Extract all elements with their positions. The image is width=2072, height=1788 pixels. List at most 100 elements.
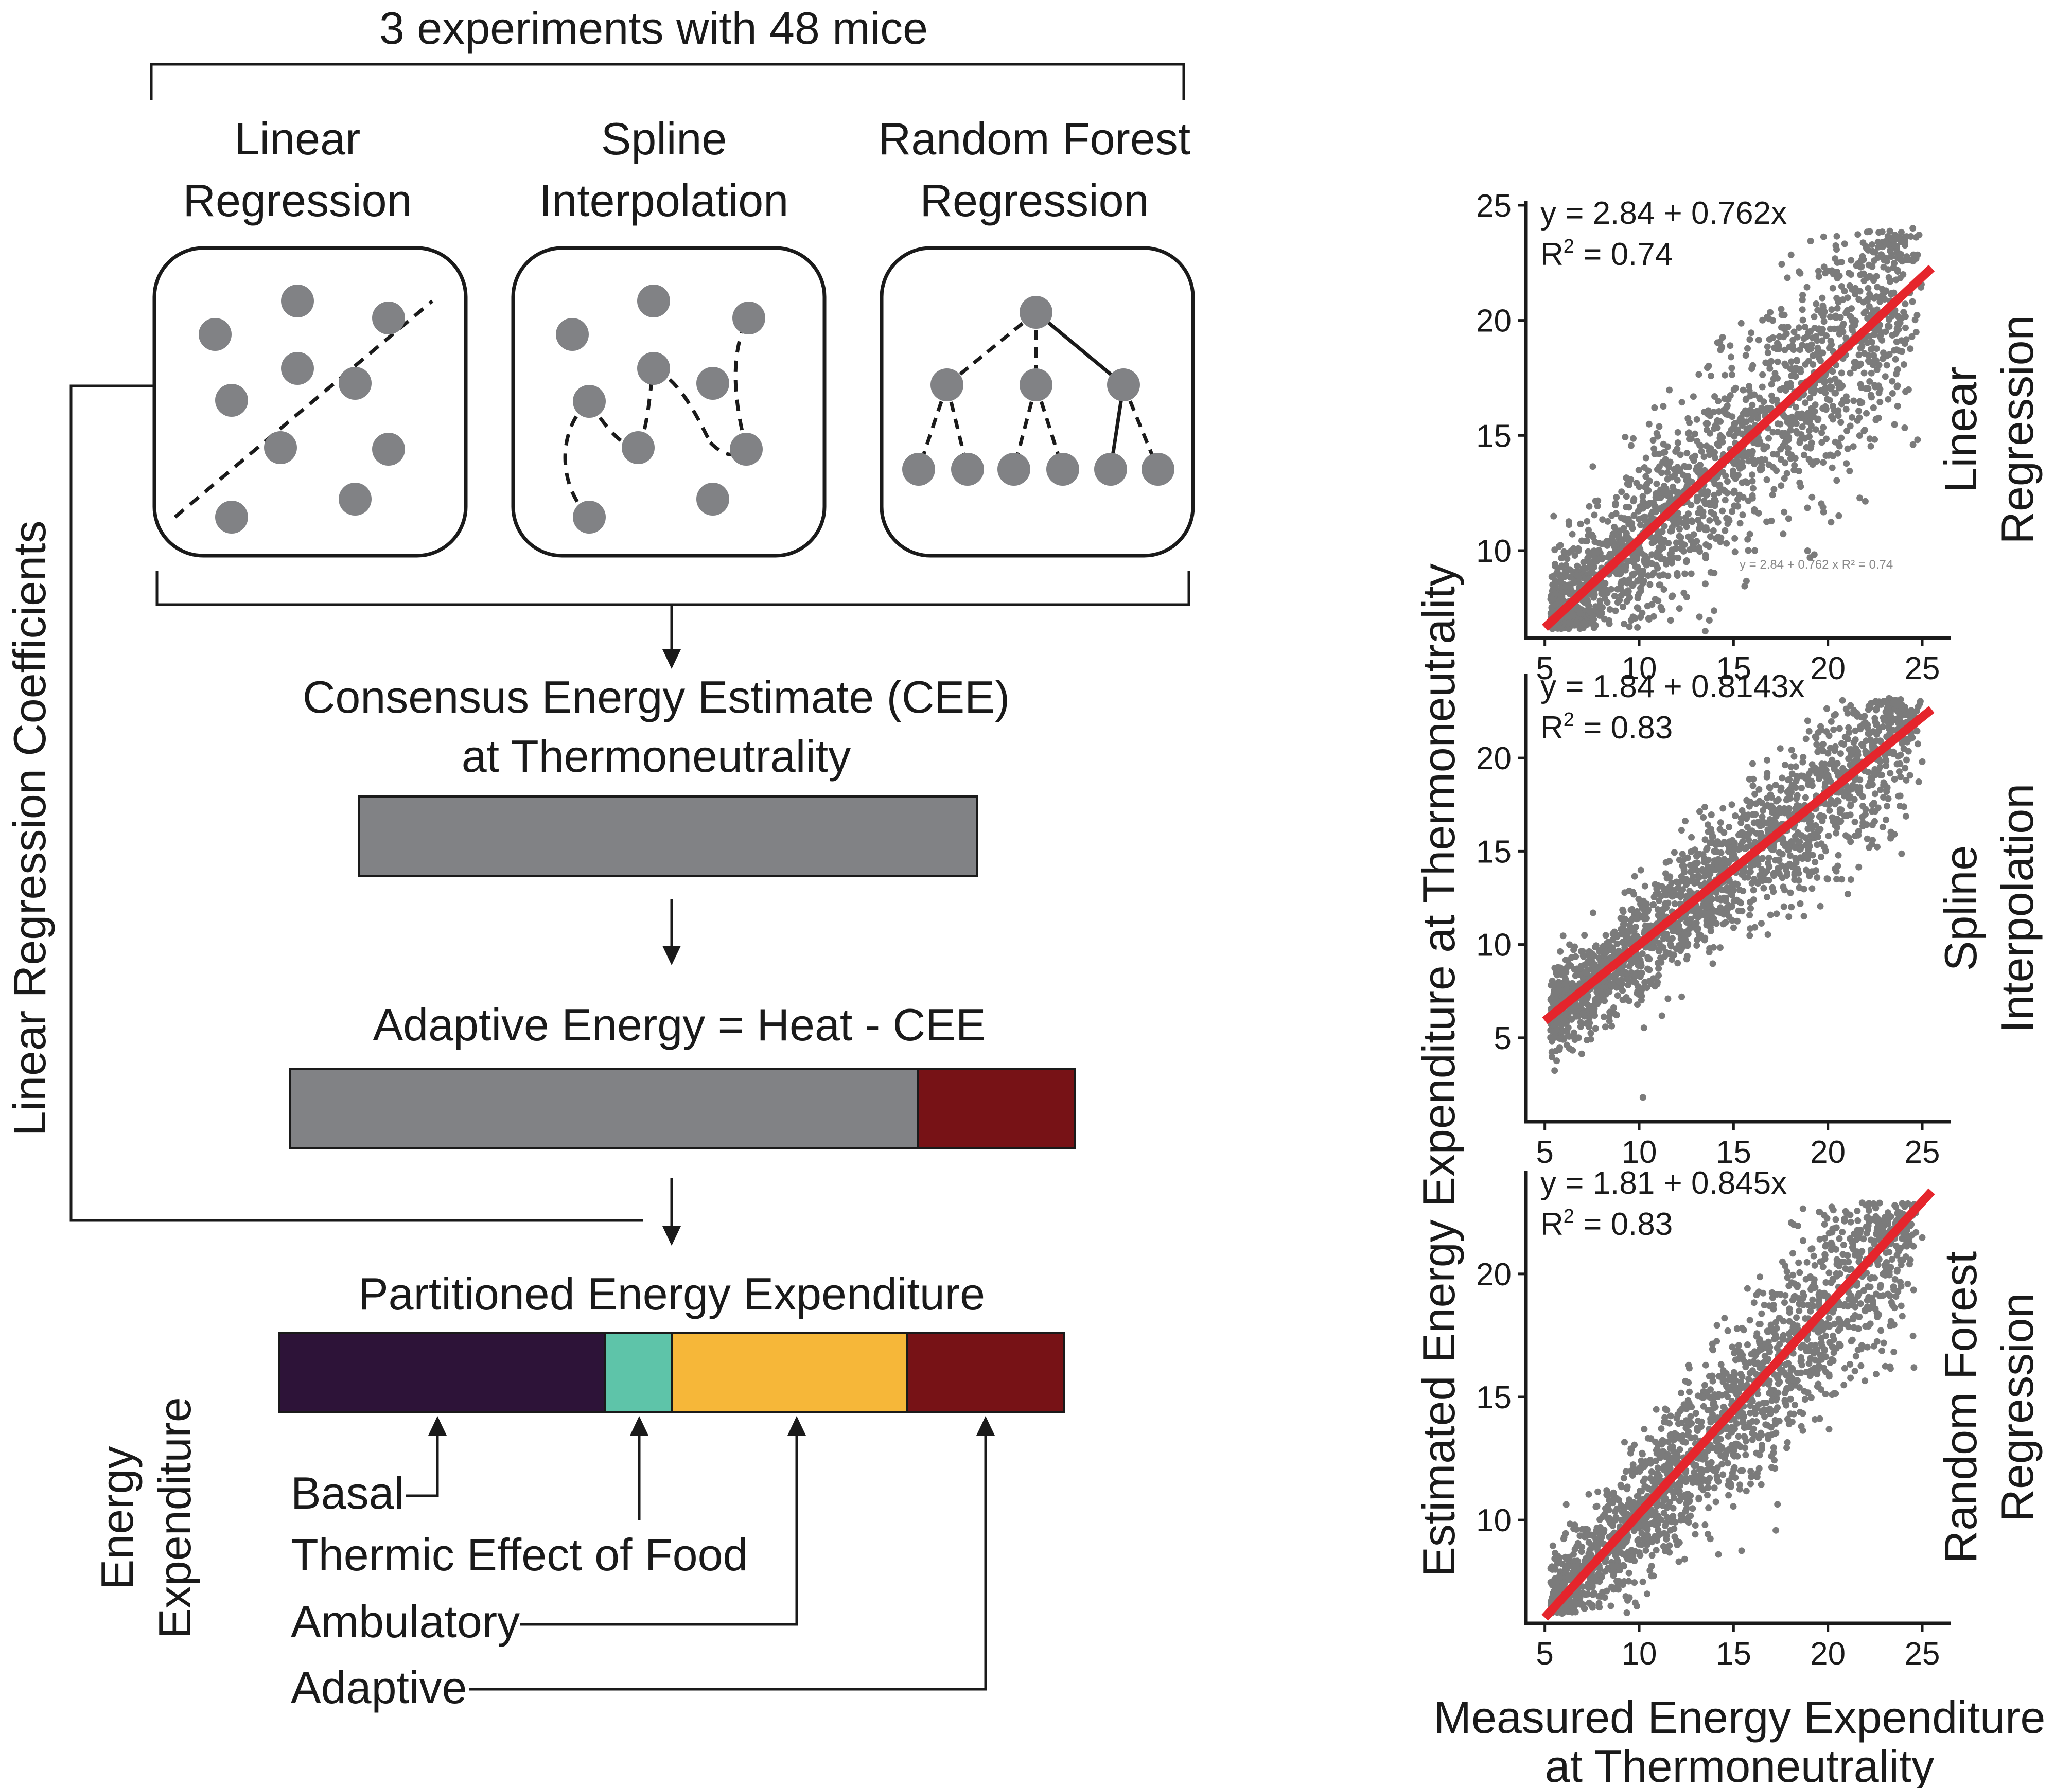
data-point bbox=[1859, 803, 1866, 809]
data-point bbox=[1909, 225, 1917, 232]
data-point bbox=[1796, 479, 1803, 486]
legend-title-line1: Energy bbox=[92, 1446, 143, 1590]
x-tick-label: 25 bbox=[1905, 1135, 1940, 1170]
data-point bbox=[1844, 445, 1851, 452]
data-point bbox=[1843, 460, 1850, 467]
data-point bbox=[1761, 1301, 1768, 1308]
data-point bbox=[1728, 364, 1735, 371]
data-point bbox=[1614, 599, 1621, 606]
data-point bbox=[1785, 515, 1792, 522]
data-point bbox=[1893, 383, 1901, 391]
data-point bbox=[1579, 565, 1587, 572]
data-point bbox=[1625, 516, 1632, 523]
data-point bbox=[1659, 544, 1666, 551]
data-point bbox=[1865, 783, 1872, 789]
data-point bbox=[1781, 360, 1788, 367]
data-point bbox=[1847, 802, 1854, 809]
data-point bbox=[1778, 261, 1785, 268]
data-point bbox=[1847, 1374, 1854, 1382]
data-point bbox=[1660, 403, 1667, 410]
row-label-line2: Regression bbox=[1992, 315, 2043, 544]
data-point bbox=[1856, 398, 1864, 405]
data-point bbox=[1747, 1409, 1754, 1417]
data-point bbox=[1891, 776, 1898, 783]
data-point bbox=[1750, 1425, 1757, 1432]
data-point bbox=[1729, 467, 1736, 474]
data-point bbox=[1885, 396, 1892, 403]
data-point bbox=[1728, 371, 1735, 378]
data-point bbox=[1865, 702, 1872, 710]
data-point bbox=[1635, 896, 1642, 902]
data-point bbox=[1556, 1044, 1564, 1051]
data-point bbox=[1798, 785, 1805, 791]
data-point bbox=[1751, 507, 1758, 515]
data-point bbox=[1682, 818, 1689, 825]
data-point bbox=[1688, 570, 1695, 577]
data-point bbox=[1664, 443, 1671, 450]
data-point bbox=[1845, 834, 1852, 841]
data-point bbox=[1909, 1332, 1917, 1339]
data-point bbox=[1822, 390, 1829, 397]
data-point bbox=[1894, 268, 1901, 275]
data-point bbox=[1884, 322, 1891, 329]
cee-title-line1: Consensus Energy Estimate (CEE) bbox=[303, 671, 1010, 722]
data-point bbox=[1671, 887, 1678, 894]
data-point bbox=[1611, 523, 1618, 530]
data-point bbox=[1830, 403, 1836, 410]
data-point bbox=[1700, 901, 1707, 908]
data-point bbox=[1875, 362, 1883, 368]
data-point bbox=[1630, 570, 1638, 577]
data-point bbox=[1737, 819, 1745, 826]
data-point bbox=[1886, 351, 1893, 358]
legend-arrowheads bbox=[428, 1416, 995, 1436]
data-point bbox=[1844, 891, 1851, 898]
data-point bbox=[1623, 994, 1630, 1001]
data-point bbox=[1766, 336, 1773, 343]
data-point bbox=[1562, 583, 1569, 591]
data-point bbox=[1694, 859, 1701, 866]
data-point bbox=[1743, 1488, 1750, 1495]
data-point bbox=[1902, 765, 1909, 772]
data-point bbox=[1823, 435, 1830, 442]
data-point bbox=[1873, 720, 1880, 728]
data-point bbox=[1916, 232, 1923, 238]
data-point bbox=[1874, 284, 1881, 291]
data-point bbox=[1670, 1504, 1677, 1512]
data-point bbox=[1728, 856, 1735, 863]
data-point bbox=[1631, 873, 1638, 880]
data-point bbox=[1854, 751, 1862, 758]
data-point bbox=[1686, 435, 1693, 442]
data-point bbox=[1815, 415, 1822, 422]
data-point bbox=[1599, 556, 1606, 563]
data-point bbox=[1902, 711, 1909, 718]
data-point bbox=[1820, 424, 1827, 431]
data-point bbox=[1608, 586, 1615, 593]
data-point bbox=[1779, 1335, 1786, 1342]
data-point bbox=[1789, 342, 1796, 349]
data-point bbox=[1617, 979, 1624, 986]
data-point bbox=[1671, 466, 1678, 473]
data-point bbox=[1868, 369, 1875, 377]
data-point bbox=[1873, 1290, 1880, 1298]
data-point bbox=[1647, 944, 1654, 951]
data-point bbox=[1749, 401, 1756, 409]
data-point bbox=[1731, 487, 1738, 494]
data-point bbox=[1711, 393, 1718, 400]
data-point bbox=[1865, 285, 1872, 292]
data-point bbox=[1637, 866, 1644, 874]
data-point bbox=[1851, 359, 1858, 366]
data-point bbox=[1819, 349, 1827, 357]
data-point bbox=[1602, 932, 1609, 939]
data-point bbox=[1781, 508, 1788, 516]
data-point bbox=[1582, 969, 1589, 976]
data-point bbox=[1552, 590, 1559, 597]
data-point bbox=[1759, 316, 1766, 324]
data-point bbox=[1658, 959, 1665, 966]
data-point bbox=[1897, 803, 1903, 809]
y-tick-label: 5 bbox=[1494, 1021, 1512, 1056]
bottom-bracket bbox=[155, 571, 1190, 606]
data-point bbox=[1822, 403, 1829, 410]
data-point bbox=[1787, 365, 1794, 373]
data-point bbox=[1863, 243, 1870, 250]
